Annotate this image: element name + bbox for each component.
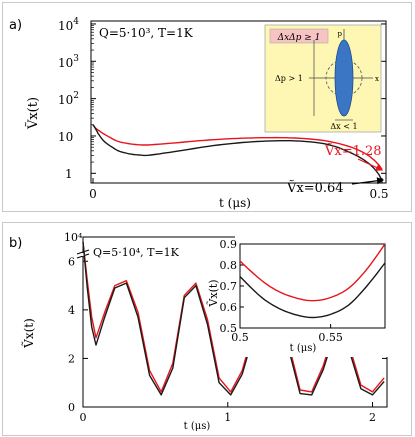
ytick-label: 6 xyxy=(68,255,75,268)
params-label: Q=5·10³, T=1K xyxy=(99,26,194,40)
ytick-1000: 103 xyxy=(58,54,79,70)
broken-axis-label: 10⁴ xyxy=(64,231,83,244)
series-red xyxy=(82,241,385,393)
red-arrow xyxy=(357,158,384,171)
inset-ytick-label: 0.9 xyxy=(220,238,238,251)
y-axis-label: Ṽx(t) xyxy=(25,97,41,130)
x-axis-inset-label: x xyxy=(375,75,379,83)
axis-ticks: 0 2 4 6 0 1 2 xyxy=(68,255,387,424)
inset-ytick-label: 0.5 xyxy=(220,322,238,335)
inset-x-label: t (μs) xyxy=(290,343,317,354)
p-axis-label: p xyxy=(338,30,343,38)
inset-left-label: Δp > 1 xyxy=(275,74,303,83)
series-group xyxy=(82,241,385,396)
red-annotation: Ṽx=1.28 xyxy=(324,143,382,159)
inset-condition-box xyxy=(269,28,329,44)
dashed-circle xyxy=(325,59,363,97)
panel-a: a) Q=5·10³, T=1K 1 10 102 103 104 0 0.5 … xyxy=(2,2,412,212)
uncertainty-inset: ΔxΔp ≥ 1 p x Δp > 1 Δx < 1 xyxy=(264,24,382,133)
black-annotation: Ṽx=0.64 xyxy=(286,180,344,196)
black-arrow xyxy=(351,177,385,185)
ytick-10000: 104 xyxy=(58,17,79,33)
ytick-label: 2 xyxy=(68,352,75,365)
series-red xyxy=(92,124,383,170)
xtick-0: 0 xyxy=(89,187,97,201)
panel-b: b) 10⁴ Q=5·10⁴, T=1K 0 2 4 6 0 1 2 t (μs) Ṽx(t… xyxy=(2,222,412,436)
inset-bottom-label: Δx < 1 xyxy=(330,122,357,131)
series-black xyxy=(92,124,383,181)
xtick-label: 2 xyxy=(369,411,376,424)
chart-a: a) Q=5·10³, T=1K 1 10 102 103 104 0 0.5 … xyxy=(9,17,389,210)
panel-label: b) xyxy=(9,236,22,251)
chart-b: b) 10⁴ Q=5·10⁴, T=1K 0 2 4 6 0 1 2 t (μs) Ṽx(t… xyxy=(9,231,407,432)
ytick-100: 102 xyxy=(58,91,79,107)
params-label: Q=5·10⁴, T=1K xyxy=(93,246,180,259)
ytick-1: 1 xyxy=(65,167,73,181)
inset-series-red xyxy=(240,244,385,302)
ytick-10: 10 xyxy=(58,130,73,144)
inset-y-label: Ṽx(t) xyxy=(206,279,220,307)
inset-series-black xyxy=(240,262,385,319)
y-axis-label: Ṽx(t) xyxy=(21,318,36,349)
inset-ytick-label: 0.7 xyxy=(220,280,238,293)
inset-axis-ticks: 0.5 0.6 0.7 0.8 0.9 0.5 0.55 xyxy=(220,238,343,344)
xtick-label: 0 xyxy=(80,411,87,424)
ytick-label: 4 xyxy=(68,304,75,317)
xtick-0.5: 0.5 xyxy=(369,187,388,201)
x-axis-label: t (μs) xyxy=(219,196,251,210)
ytick-label: 0 xyxy=(68,401,75,414)
inset-xtick-label: 0.55 xyxy=(318,331,343,344)
panel-label: a) xyxy=(9,18,22,33)
series-group xyxy=(92,124,383,181)
x-axis-label: t (μs) xyxy=(184,421,211,432)
inset-ytick-label: 0.6 xyxy=(220,301,238,314)
series-black xyxy=(82,241,385,396)
uncertainty-ellipse xyxy=(334,39,354,117)
inset-condition: ΔxΔp ≥ 1 xyxy=(277,33,321,43)
inset-series-group xyxy=(240,244,385,319)
inset-ytick-label: 0.8 xyxy=(220,259,238,272)
inset-xtick-label: 0.5 xyxy=(231,331,249,344)
xtick-label: 1 xyxy=(224,411,231,424)
